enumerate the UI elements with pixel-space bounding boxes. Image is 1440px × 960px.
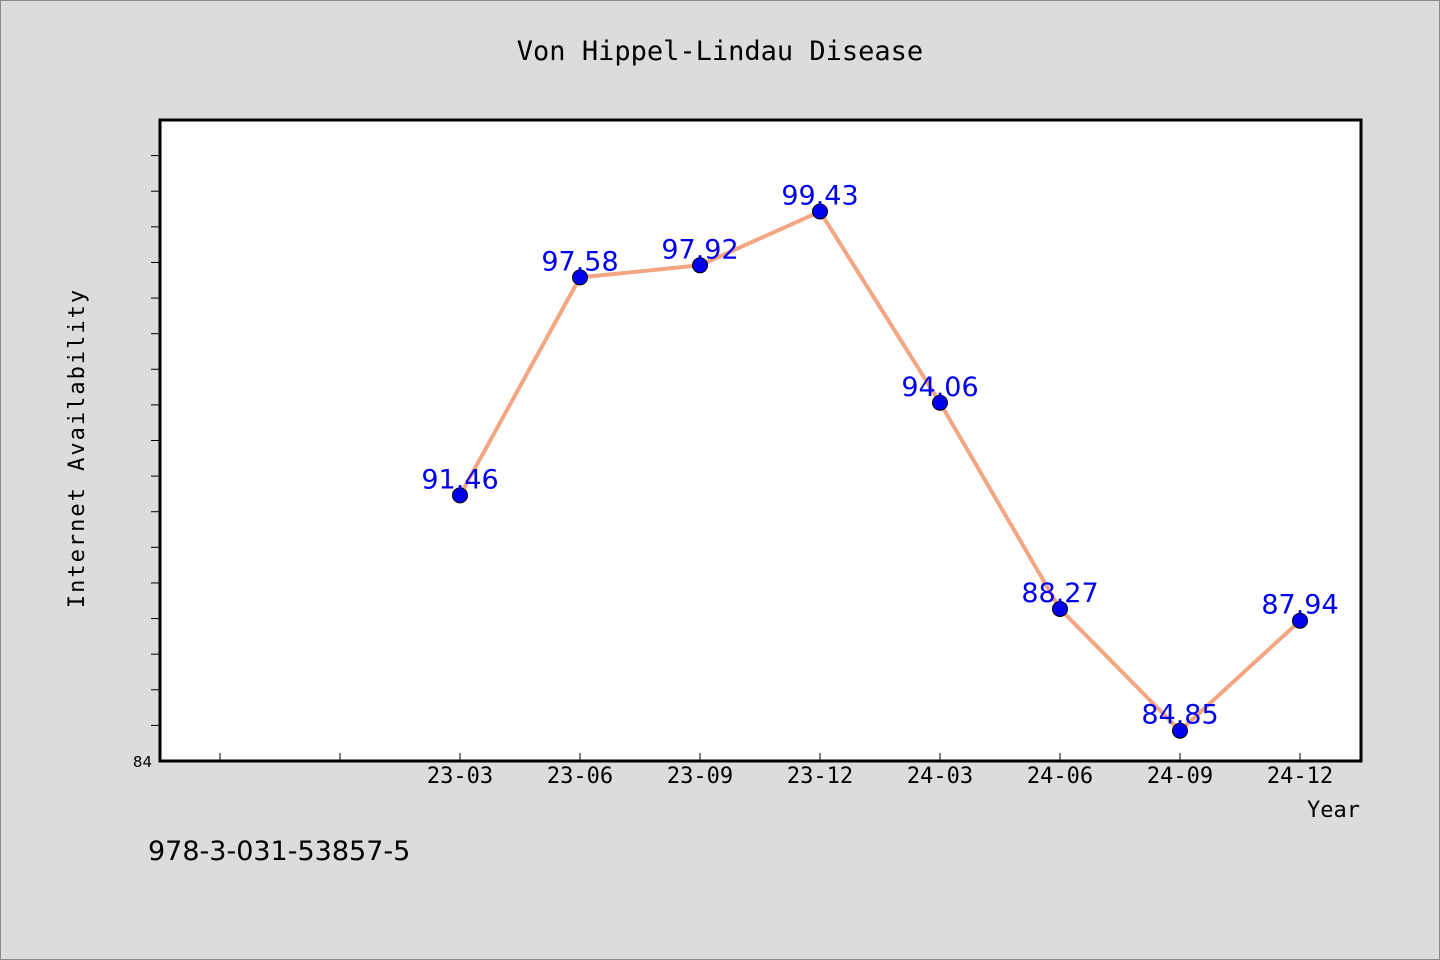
y-axis-label: Internet Availability (65, 288, 90, 608)
x-tick-label: 23-03 (427, 764, 493, 789)
data-label: 84.85 (1141, 700, 1218, 731)
x-tick-label: 23-09 (667, 764, 733, 789)
data-point (692, 257, 708, 274)
series-group: 91.46 97.58 97.92 99.43 94.06 88.27 84.85 87.94 (421, 181, 1339, 739)
data-label: 99.43 (781, 181, 858, 212)
data-point (932, 394, 948, 411)
x-axis-label: Year (1307, 798, 1360, 823)
data-label: 97.58 (541, 246, 618, 277)
footer-note: 978-3-031-53857-5 (148, 836, 411, 867)
data-label: 88.27 (1021, 578, 1098, 609)
y-axis-ticks (151, 155, 160, 726)
data-point (1292, 612, 1308, 629)
y-tick-label-min: 84 (133, 753, 152, 771)
x-tick-label: 24-09 (1147, 764, 1213, 789)
x-axis-ticks: 23-03 23-06 23-09 23-12 24-03 24-06 24-09 24-12 (219, 753, 1333, 789)
x-tick-label: 23-06 (547, 764, 613, 789)
data-point (1052, 600, 1068, 617)
data-label: 94.06 (901, 372, 978, 403)
data-label: 97.92 (661, 234, 738, 265)
data-label: 91.46 (421, 464, 498, 495)
data-point (1172, 722, 1188, 739)
data-point (572, 269, 588, 286)
x-tick-label: 24-06 (1027, 764, 1093, 789)
x-tick-label: 24-12 (1267, 764, 1333, 789)
data-point (812, 203, 828, 220)
x-tick-label: 23-12 (787, 764, 853, 789)
chart-title: Von Hippel-Lindau Disease (517, 36, 923, 67)
plot-area (158, 118, 1363, 763)
series-line (458, 209, 1302, 733)
x-tick-label: 24-03 (907, 764, 973, 789)
data-point (452, 487, 468, 504)
data-label: 87.94 (1261, 590, 1338, 621)
